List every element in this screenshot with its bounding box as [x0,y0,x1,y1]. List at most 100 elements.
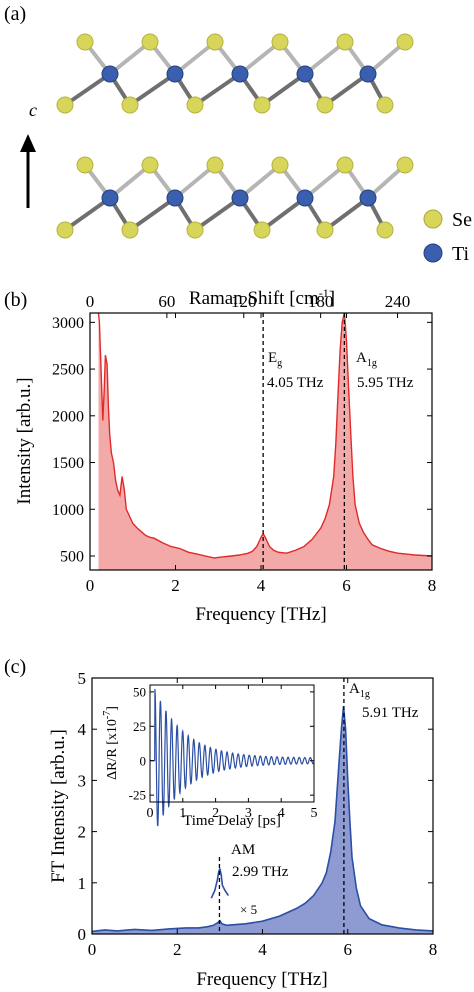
se-atom [336,156,354,174]
se-atom [271,156,289,174]
raman-shift-ticks: 0 60 120 180 240 [86,292,411,318]
data-point [279,915,281,917]
inset-y-axis-label: ΔR/R [x10-7] [102,706,120,780]
data-point [206,926,208,928]
se-atom [396,156,414,174]
se-atom [376,96,394,114]
ft-y-axis-label: FT Intensity [arb.u.] [48,729,69,883]
am-annotation: AM 2.99 THz [231,842,289,880]
data-point [325,872,327,874]
ft-area-fill [92,706,433,934]
raman-peak-markers [262,313,346,570]
tick-label: 0 [86,292,95,311]
tick-label: 8 [428,576,437,595]
se-atom [141,156,159,174]
data-point [330,851,332,853]
svg-text:2.99 THz: 2.99 THz [232,864,289,880]
tick-label: 50 [133,684,146,699]
se-atom [253,96,271,114]
reflectivity-trace [150,689,315,827]
ft-spectrum-line [91,706,434,933]
se-atom [271,33,289,51]
svg-text:A1g: A1g [356,350,377,369]
legend-ti-label: Ti [452,243,470,265]
ti-atom [231,65,249,83]
svg-text:Eg: Eg [268,350,282,369]
raman-x-axis-label: Frequency [THz] [195,604,326,625]
data-point [321,882,323,884]
tick-label: 5 [78,669,87,688]
raman-data-points [98,312,434,559]
tick-label: 3 [78,771,87,790]
se-atom [121,221,139,239]
svg-text:AM: AM [231,842,255,858]
tick-label: 2 [212,806,219,821]
data-point [338,759,340,761]
data-point [232,924,234,926]
ft-peak-markers [218,678,345,934]
data-point [134,928,136,930]
tick-label: 2500 [52,362,84,379]
ti-atom [296,189,314,207]
tick-label: 1500 [52,455,84,472]
raman-spectrum-panel: (b) Raman Shift [cm-1] 0 2 4 6 8 500 1000 1500… [4,286,436,625]
se-atom [316,96,334,114]
data-point [225,924,227,926]
tick-label: 0 [140,753,147,768]
data-point [345,728,347,730]
svg-text:A1g: A1g [349,681,370,700]
ti-atom [231,189,249,207]
ti-atom [359,65,377,83]
data-point [168,928,170,930]
se-atom [253,221,271,239]
inset-frame [149,684,315,803]
tick-label: 4 [78,720,87,739]
tick-label: 500 [60,549,84,566]
tick-label: -25 [129,788,146,803]
se-atom [316,221,334,239]
data-point [185,927,187,929]
data-point [398,927,400,929]
tick-label: 2 [173,940,182,959]
tick-label: 8 [429,940,438,959]
data-point [381,924,383,926]
svg-text:5.91 THz: 5.91 THz [362,705,419,721]
ft-spectrum-panel: (c) 0 2 4 6 8 0 1 2 3 4 5 A1g 5.91 THz AM 2.99 TH… [4,656,437,990]
tick-label: 0 [78,925,87,944]
tick-label: 25 [133,719,146,734]
tick-label: 4 [258,940,267,959]
x5-scale-label: × 5 [240,902,257,917]
tick-label: 0 [88,940,97,959]
se-atom [76,33,94,51]
raman-spectrum-line [97,312,433,559]
raman-shift-axis-label: Raman Shift [cm-1] [189,286,335,309]
tick-label: 1 [78,874,87,893]
inset-x-axis-label: Time Delay [ps] [183,813,281,829]
data-point [349,820,351,822]
se-atom [186,221,204,239]
data-point [217,922,219,924]
tick-label: 0 [147,806,154,821]
data-point [334,820,336,822]
tick-label: 0 [86,576,95,595]
tick-label: 3 [245,806,252,821]
data-point [213,924,215,926]
tick-label: 4 [278,806,285,821]
data-point [262,920,264,922]
tick-label: 1 [179,806,186,821]
tick-label: 5 [311,806,318,821]
legend-se-label: Se [452,209,472,231]
tick-label: 2 [171,576,180,595]
raman-area-fill [98,313,432,570]
raman-y-axis-label: Intensity [arb.u.] [14,377,35,504]
ft-y-ticks: 0 1 2 3 4 5 [78,669,433,944]
se-atom [336,33,354,51]
lower-tise2-layer [56,156,414,239]
se-atom-icon [423,209,443,229]
se-atom [376,221,394,239]
tick-label: 6 [344,940,353,959]
se-atom [396,33,414,51]
data-point [351,856,353,858]
tick-label: 240 [385,292,411,311]
